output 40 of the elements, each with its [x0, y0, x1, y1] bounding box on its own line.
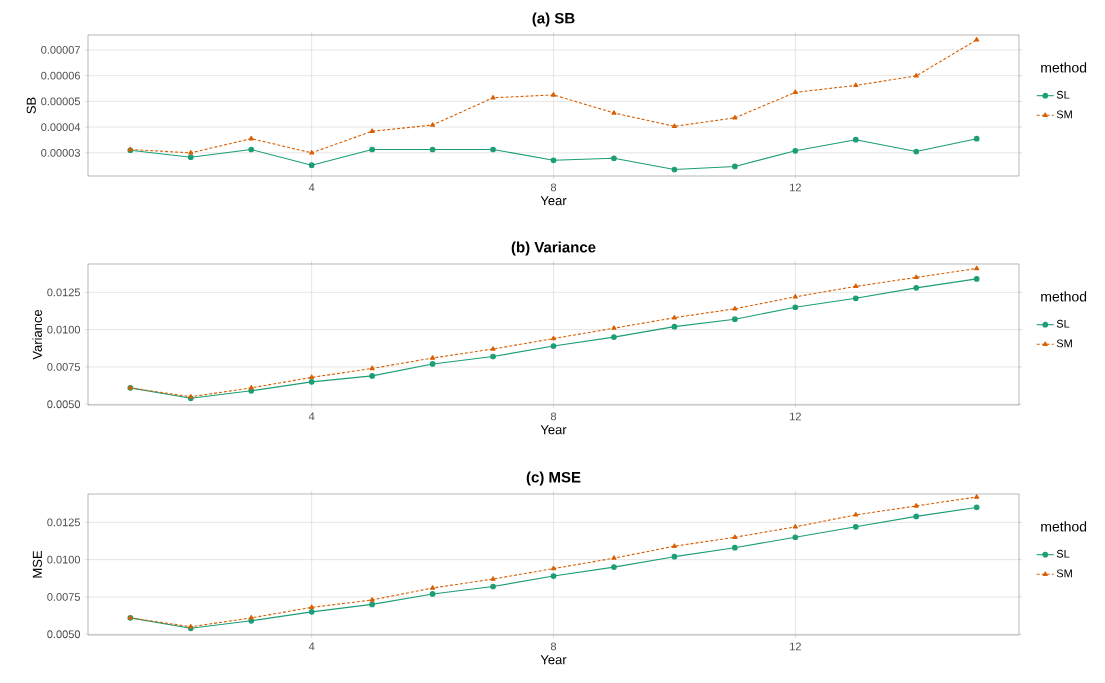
y-tick-label: 0.00004	[41, 123, 81, 131]
chart-title: (b) Variance	[511, 241, 596, 256]
chart-title: (a) SB	[532, 12, 575, 27]
y-tick-label: 0.0075	[47, 593, 80, 601]
x-tick-label: 12	[790, 412, 801, 421]
y-tick-label: 0.00003	[41, 148, 80, 157]
x-tick-label: 8	[550, 642, 557, 651]
x-tick-label: 4	[308, 183, 315, 192]
x-axis-title: Year	[540, 655, 567, 665]
y-axis-title: SB	[26, 97, 36, 114]
chart-title: (c) MSE	[526, 471, 581, 486]
y-tick-label: 0.0050	[47, 630, 81, 639]
y-tick-label: 0.0050	[47, 400, 81, 409]
y-axis-title: Variance	[32, 309, 42, 360]
y-axis-title: MSE	[32, 550, 42, 578]
x-tick-label: 12	[790, 642, 801, 651]
y-tick-label: 0.00006	[41, 71, 80, 80]
legend-label: SM	[1056, 339, 1072, 348]
legend-label: SL	[1056, 319, 1070, 328]
x-tick-label: 4	[308, 412, 315, 421]
x-axis-title: Year	[540, 196, 567, 206]
legend-title: method	[1041, 62, 1087, 73]
legend-label: SM	[1056, 569, 1072, 578]
x-tick-label: 12	[790, 183, 801, 192]
x-tick-label: 8	[550, 412, 557, 421]
x-axis-title: Year	[540, 425, 567, 435]
x-tick-label: 8	[550, 183, 557, 192]
legend-label: SL	[1056, 90, 1070, 99]
legend-label: SM	[1056, 110, 1072, 119]
y-tick-label: 0.0100	[47, 555, 81, 564]
legend-label: SL	[1056, 549, 1070, 558]
y-tick-label: 0.0125	[47, 518, 80, 527]
y-tick-label: 0.00005	[41, 97, 80, 106]
y-tick-label: 0.0075	[47, 363, 80, 371]
legend-title: method	[1041, 521, 1087, 532]
y-tick-label: 0.00007	[41, 46, 80, 54]
legend-title: method	[1041, 291, 1087, 302]
x-tick-label: 4	[308, 642, 315, 651]
y-tick-label: 0.0100	[47, 325, 81, 334]
y-tick-label: 0.0125	[47, 288, 80, 297]
